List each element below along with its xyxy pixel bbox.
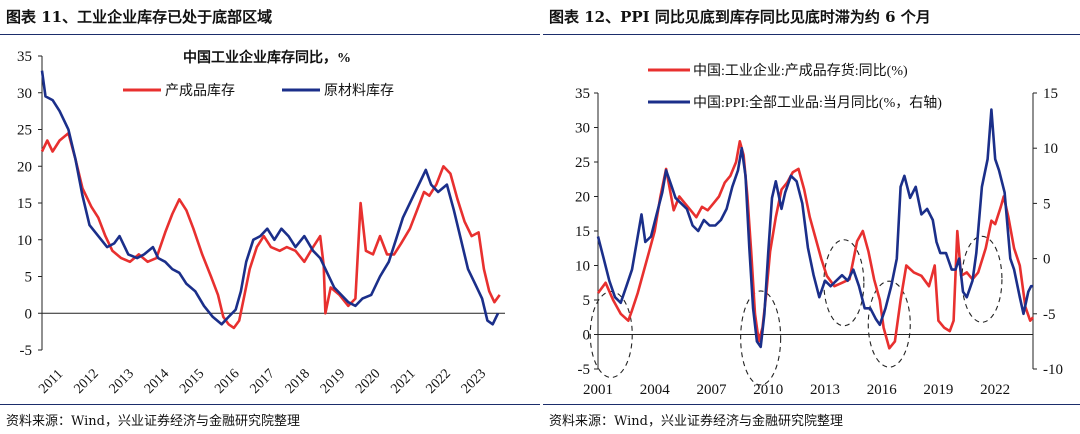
left-chart: -5 0 5 10 15 20 25 30 35 2011 2012 2013 2014 2015 2016… xyxy=(17,49,505,397)
right-chart: -5 0 5 10 15 20 25 30 35 -10 -5 0 5 10 15 2001 2004 2007 2… xyxy=(575,62,1063,398)
x-tick-label: 2016 xyxy=(867,382,898,398)
x-tick-label: 2007 xyxy=(696,382,727,398)
highlight-ellipse xyxy=(740,290,782,386)
y2-tick-label: 5 xyxy=(1043,196,1051,212)
y2-tick-label: -10 xyxy=(1043,362,1063,378)
y-tick-label: 20 xyxy=(575,190,590,206)
x-tick-label: 2016 xyxy=(212,366,242,396)
x-tick-label: 2019 xyxy=(318,366,348,396)
x-tick-label: 2021 xyxy=(388,366,418,396)
x-tick-label: 2010 xyxy=(753,382,783,398)
y-tick-label: 0 xyxy=(583,328,591,344)
x-tick-label: 2014 xyxy=(142,366,172,396)
legend-label: 产成品库存 xyxy=(165,83,235,99)
y2-tick-label: -5 xyxy=(1043,307,1056,323)
figure-title: 图表 11、工业企业库存已处于底部区域 xyxy=(6,8,273,26)
y-tick-label: 5 xyxy=(583,293,591,309)
source-rule xyxy=(0,404,540,405)
title-rule xyxy=(0,34,540,35)
y-tick-label: 25 xyxy=(575,155,590,171)
y-tick-label: 35 xyxy=(575,86,590,102)
legend-label: 原材料库存 xyxy=(324,83,394,99)
highlight-ellipse xyxy=(867,280,911,368)
y-tick-label: 35 xyxy=(17,49,32,65)
highlight-ellipse xyxy=(589,290,633,379)
source-rule xyxy=(543,404,1080,405)
x-tick-label: 2019 xyxy=(923,382,953,398)
y2-tick-label: 0 xyxy=(1043,252,1051,268)
y-tick-label: 30 xyxy=(17,86,32,102)
right-panel: 图表 12、PPI 同比见底到库存同比见底时滞为约 6 个月 -5 0 5 10 15 2… xyxy=(543,0,1080,434)
highlight-ellipse xyxy=(961,235,1003,323)
y-tick-label: 25 xyxy=(17,123,32,139)
x-tick-label: 2022 xyxy=(980,382,1010,398)
chart-title: 中国工业企业库存同比，% xyxy=(183,49,351,66)
series-line xyxy=(40,70,500,326)
series-line xyxy=(40,131,501,330)
x-tick-label: 2004 xyxy=(640,382,671,398)
x-tick-label: 2022 xyxy=(424,366,454,396)
x-tick-label: 2013 xyxy=(107,366,137,396)
x-tick-label: 2011 xyxy=(36,367,66,397)
x-tick-label: 2023 xyxy=(459,366,489,396)
x-tick-label: 2001 xyxy=(583,382,613,398)
y2-tick-label: 15 xyxy=(1043,86,1058,102)
panel-divider xyxy=(540,0,543,434)
left-panel: 图表 11、工业企业库存已处于底部区域 -5 0 5 10 15 20 25 30 35 2011… xyxy=(0,8,540,429)
y-tick-label: -5 xyxy=(578,362,591,378)
x-tick-label: 2012 xyxy=(71,366,101,396)
x-tick-label: 2015 xyxy=(177,366,207,396)
figure-title: 图表 12、PPI 同比见底到库存同比见底时滞为约 6 个月 xyxy=(549,8,931,26)
x-tick-label: 2020 xyxy=(353,366,383,396)
y2-tick-label: 10 xyxy=(1043,141,1058,157)
x-tick-label: 2017 xyxy=(247,366,277,396)
y-tick-label: 0 xyxy=(25,306,33,322)
y-tick-label: 10 xyxy=(575,259,590,275)
x-tick-label: 2018 xyxy=(283,366,313,396)
legend-label: 中国:PPI:全部工业品:当月同比(%，右轴) xyxy=(693,94,942,111)
series-line xyxy=(596,108,1033,349)
title-rule xyxy=(543,34,1080,35)
y-tick-label: 5 xyxy=(25,270,33,286)
source-note: 资料来源：Wind，兴业证券经济与金融研究院整理 xyxy=(549,414,843,429)
y-tick-label: 15 xyxy=(575,224,590,240)
y-tick-label: -5 xyxy=(20,343,33,359)
legend-label: 中国:工业企业:产成品存货:同比(%) xyxy=(693,62,908,79)
y-tick-label: 20 xyxy=(17,159,32,175)
y-tick-label: 10 xyxy=(17,233,32,249)
y-tick-label: 30 xyxy=(575,121,590,137)
y-tick-label: 15 xyxy=(17,196,32,212)
series-line xyxy=(596,140,1035,350)
x-tick-label: 2013 xyxy=(810,382,840,398)
source-note: 资料来源：Wind，兴业证券经济与金融研究院整理 xyxy=(6,414,300,429)
